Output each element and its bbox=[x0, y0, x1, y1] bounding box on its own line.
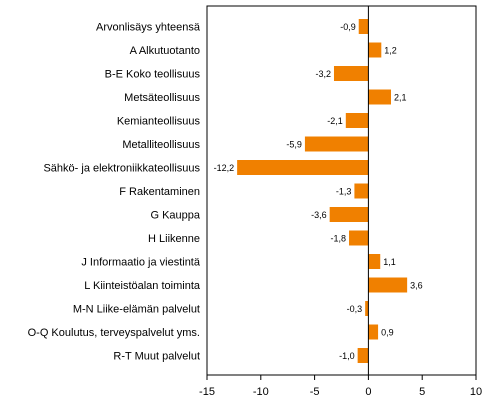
category-label: O-Q Koulutus, terveyspalvelut yms. bbox=[28, 327, 200, 339]
value-label: 1,1 bbox=[383, 257, 396, 267]
value-label: -12,2 bbox=[214, 163, 235, 173]
value-label: 1,2 bbox=[384, 46, 397, 56]
bar bbox=[368, 324, 379, 340]
category-label: R-T Muut palvelut bbox=[113, 351, 200, 363]
x-tick-label: 10 bbox=[470, 386, 482, 398]
category-labels: Arvonlisäys yhteensä A Alkutuotanto B-E Ko… bbox=[28, 22, 201, 363]
bar bbox=[329, 207, 369, 222]
value-label: 0,9 bbox=[381, 328, 394, 338]
bar bbox=[333, 66, 369, 81]
category-label: Sähkö- ja elektroniikkateollisuus bbox=[43, 163, 200, 175]
x-tick-label: -10 bbox=[253, 386, 269, 398]
x-tick-label: 0 bbox=[365, 386, 371, 398]
value-label: 2,1 bbox=[394, 93, 407, 103]
bar bbox=[354, 183, 369, 199]
category-label: Arvonlisäys yhteensä bbox=[96, 22, 201, 34]
value-label: -0,9 bbox=[340, 22, 356, 32]
bar bbox=[368, 89, 391, 105]
bar bbox=[368, 277, 408, 293]
bar bbox=[237, 160, 369, 175]
bar bbox=[358, 19, 369, 34]
category-label: L Kiinteistöalan toiminta bbox=[84, 280, 201, 292]
bar bbox=[357, 348, 369, 363]
category-label: Metsäteollisuus bbox=[124, 92, 200, 104]
x-tick-label: -15 bbox=[199, 386, 215, 398]
bar bbox=[365, 301, 369, 316]
bar bbox=[345, 113, 369, 128]
category-label: M-N Liike-elämän palvelut bbox=[73, 304, 200, 316]
x-axis: -15 -10 -5 0 5 10 bbox=[199, 5, 482, 398]
value-label: -3,2 bbox=[315, 69, 331, 79]
plot-frame bbox=[206, 5, 477, 376]
category-label: Metalliteollisuus bbox=[122, 139, 200, 151]
value-labels: -0,9 1,2 -3,2 2,1 -2,1 -5,9 -12,2 -1,3 -3,6 -1,8 1… bbox=[214, 22, 423, 361]
bar bbox=[349, 230, 369, 246]
value-label: -0,3 bbox=[347, 304, 363, 314]
x-tick-label: 5 bbox=[419, 386, 425, 398]
value-label: -1,3 bbox=[336, 187, 352, 197]
x-tick-label: -5 bbox=[310, 386, 320, 398]
bar bbox=[304, 136, 369, 152]
category-label: J Informaatio ja viestintä bbox=[81, 257, 200, 269]
category-label: A Alkutuotanto bbox=[130, 45, 200, 57]
value-label: -2,1 bbox=[327, 116, 343, 126]
category-label: G Kauppa bbox=[150, 210, 200, 222]
value-label: -1,0 bbox=[339, 351, 355, 361]
category-label: Kemianteollisuus bbox=[117, 116, 201, 128]
bar bbox=[368, 42, 382, 58]
category-label: F Rakentaminen bbox=[119, 186, 200, 198]
value-label: 3,6 bbox=[410, 281, 423, 291]
value-label: -3,6 bbox=[311, 210, 327, 220]
value-label: -1,8 bbox=[331, 234, 347, 244]
category-label: H Liikenne bbox=[148, 233, 200, 245]
value-label: -5,9 bbox=[286, 140, 302, 150]
category-label: B-E Koko teollisuus bbox=[105, 69, 201, 81]
bar bbox=[368, 254, 381, 269]
bars-layer bbox=[237, 19, 408, 363]
